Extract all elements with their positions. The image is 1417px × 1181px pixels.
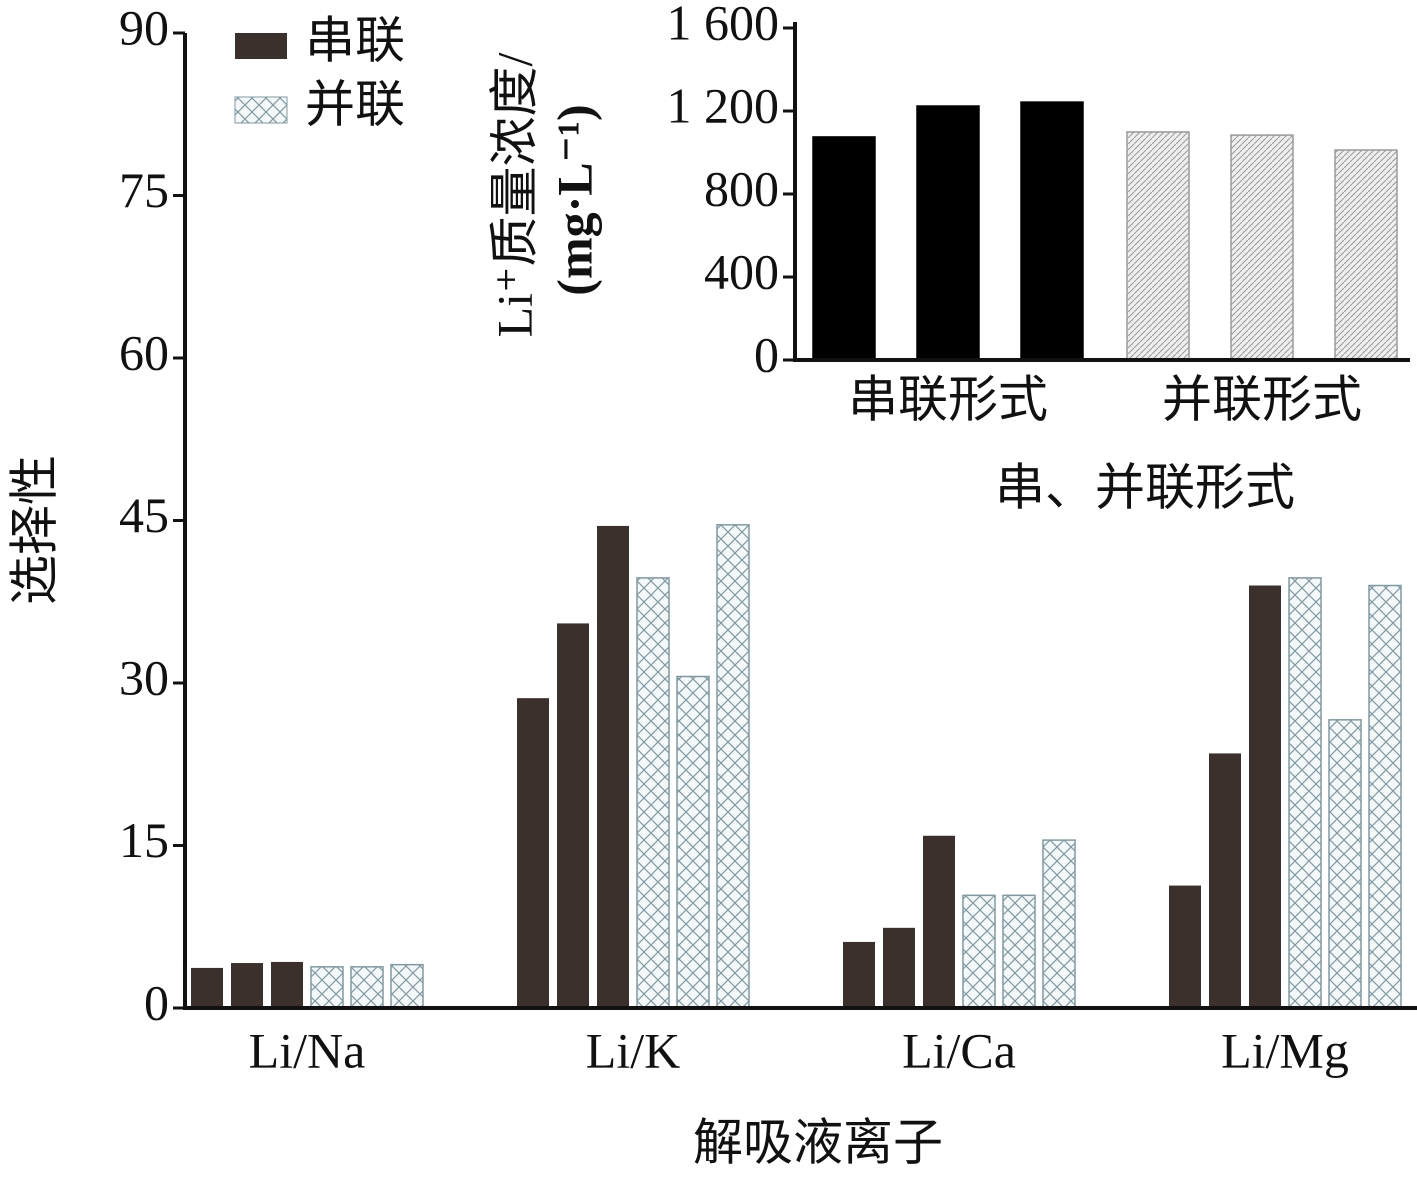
bar: [916, 105, 980, 361]
bar: [812, 136, 876, 361]
y-tick-label: 45: [119, 487, 169, 543]
y-tick-label: 800: [704, 160, 779, 216]
bar: [1334, 149, 1398, 361]
y-tick-label: 1 200: [667, 77, 780, 133]
legend-swatch: [234, 96, 288, 124]
bar: [1126, 131, 1190, 361]
y-tick-label: 1 600: [667, 0, 780, 50]
y-tick-label: 0: [144, 974, 169, 1030]
bar: [191, 967, 223, 1008]
x-tick-label: Li/K: [586, 1022, 680, 1078]
y-axis-label: (mg·L⁻¹): [546, 104, 602, 295]
y-tick-label: 400: [704, 243, 779, 299]
y-tick-label: 90: [119, 0, 169, 55]
y-tick-label: 30: [119, 649, 169, 705]
bar: [1368, 584, 1402, 1009]
bar: [1169, 885, 1201, 1008]
x-tick-label: Li/Mg: [1221, 1022, 1349, 1078]
y-axis-label: 选择性: [6, 455, 62, 605]
bar: [1042, 839, 1076, 1009]
x-tick-label: 并联形式: [1162, 371, 1362, 427]
y-axis-label: Li⁺质量浓度/: [486, 53, 542, 338]
bar: [350, 966, 384, 1009]
bar: [557, 623, 589, 1008]
bar: [271, 961, 303, 1008]
x-tick-label: Li/Ca: [902, 1022, 1016, 1078]
y-tick-label: 0: [754, 326, 779, 382]
bar: [517, 698, 549, 1008]
bar: [843, 941, 875, 1008]
bar: [310, 966, 344, 1009]
bar: [716, 524, 750, 1009]
legend-label: 并联: [305, 76, 405, 132]
bar: [1002, 894, 1036, 1009]
bar: [1328, 719, 1362, 1009]
y-tick-label: 75: [119, 162, 169, 218]
x-tick-label: Li/Na: [249, 1022, 366, 1078]
bar: [1209, 753, 1241, 1008]
bar: [923, 835, 955, 1008]
y-tick-label: 60: [119, 324, 169, 380]
bar: [676, 675, 710, 1009]
bar: [1020, 101, 1084, 361]
bar: [883, 927, 915, 1008]
bar: [597, 525, 629, 1008]
bar: [1230, 134, 1294, 361]
bar: [390, 963, 424, 1009]
legend-swatch: [235, 33, 287, 59]
legend-label: 串联: [305, 12, 405, 68]
x-axis-label: 解吸液离子: [693, 1114, 943, 1170]
y-tick-label: 15: [119, 812, 169, 868]
bar: [1288, 577, 1322, 1009]
x-axis-label: 串、并联形式: [995, 459, 1295, 515]
bar: [636, 577, 670, 1009]
bar: [1249, 585, 1281, 1008]
bar: [962, 894, 996, 1009]
bar: [231, 963, 263, 1008]
x-tick-label: 串联形式: [848, 371, 1048, 427]
